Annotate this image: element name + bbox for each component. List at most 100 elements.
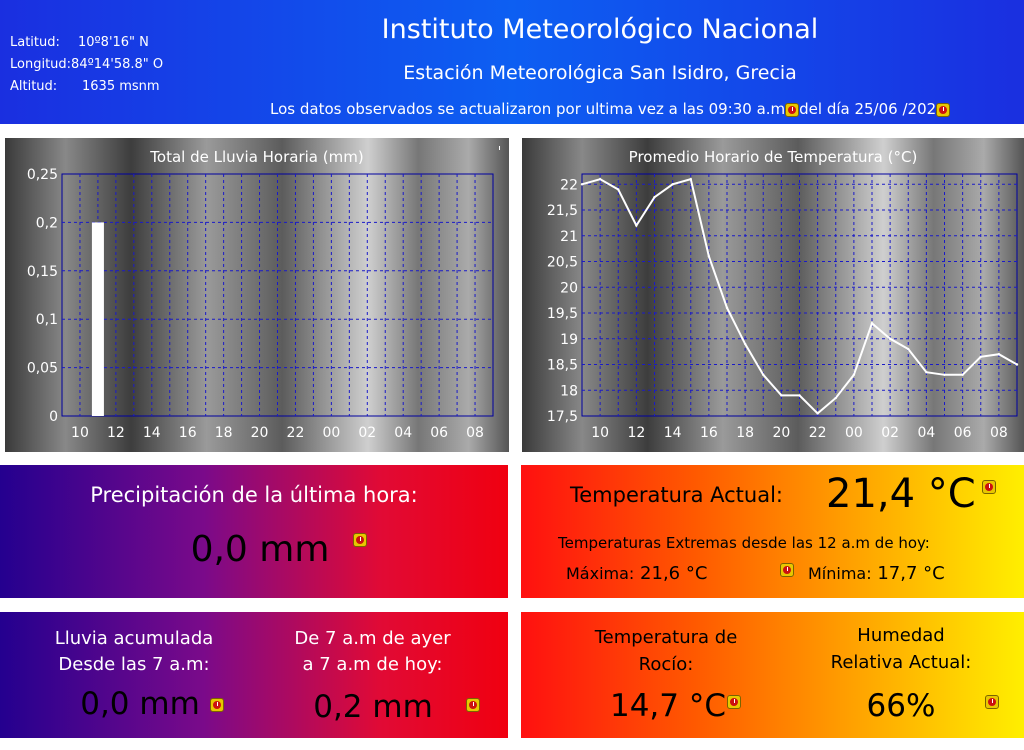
temperature-point	[997, 353, 1001, 356]
altitude-value: 1635 msnm	[82, 79, 160, 94]
temperature-point	[907, 347, 910, 351]
x-tick-label: 10	[71, 425, 89, 441]
min-temperature-label: Mínima:	[808, 564, 872, 583]
x-tick-label: 02	[358, 425, 376, 441]
x-tick-label: 12	[627, 425, 645, 441]
x-tick-label: 18	[736, 425, 754, 441]
x-tick-label: 20	[251, 425, 269, 441]
x-tick-label: 04	[917, 425, 935, 441]
rain-accumulated-label: Lluvia acumulada Desde las 7 a.m:	[14, 626, 254, 678]
temperature-point	[653, 195, 656, 199]
current-temperature-label: Temperatura Actual:	[570, 483, 783, 507]
temperature-point	[617, 188, 620, 191]
x-tick-label: 08	[990, 425, 1008, 441]
temperature-point	[689, 177, 692, 181]
dew-point-label-line1: Temperatura de	[594, 627, 738, 648]
current-temperature-tile: Temperatura Actual: 21,4 °C Temperaturas…	[521, 465, 1024, 598]
x-tick-label: 00	[845, 425, 863, 441]
rain-accumulated-label-line1: Lluvia acumulada	[54, 628, 214, 649]
x-tick-label: 14	[664, 425, 682, 441]
warning-icon[interactable]	[353, 532, 367, 547]
warning-icon[interactable]	[982, 479, 996, 494]
y-tick-label: 22	[560, 177, 578, 193]
update-notice: Los datos observados se actualizaron por…	[270, 100, 951, 118]
longitude-label: Longitud:	[10, 57, 72, 72]
x-tick-label: 22	[287, 425, 305, 441]
latitude-label: Latitud:	[10, 35, 60, 50]
x-tick-label: 04	[394, 425, 412, 441]
x-tick-label: 02	[881, 425, 899, 441]
y-tick-label: 0	[49, 409, 58, 425]
warning-icon[interactable]	[210, 697, 224, 712]
temperature-point	[888, 337, 892, 340]
x-tick-label: 18	[215, 425, 233, 441]
y-tick-label: 20,5	[547, 255, 578, 271]
rain-accumulated-tile: Lluvia acumulada Desde las 7 a.m: 0,0 mm…	[0, 612, 508, 738]
temperature-point	[707, 255, 711, 258]
longitude-value: 84º14'58.8" O	[71, 57, 164, 72]
rain-24h-label: De 7 a.m de ayer a 7 a.m de hoy:	[255, 626, 490, 678]
temperature-point	[816, 412, 819, 415]
temperature-point	[671, 183, 674, 186]
max-temperature-value: 21,6 °C	[640, 563, 708, 584]
warning-icon[interactable]	[466, 697, 481, 712]
x-tick-label: 16	[179, 425, 197, 441]
x-tick-label: 00	[322, 425, 340, 441]
temperature-point	[743, 342, 747, 346]
y-tick-label: 19	[560, 332, 578, 348]
dew-humidity-tile: Temperatura de Rocío: 14,7 °C Humedad Re…	[521, 612, 1024, 738]
y-tick-label: 0,2	[36, 215, 58, 231]
temperature-point	[598, 177, 602, 181]
precip-last-hour-tile: Precipitación de la última hora: 0,0 mm	[0, 465, 508, 598]
dew-point-label: Temperatura de Rocío:	[561, 624, 771, 678]
dew-point-value: 14,7 °C	[609, 688, 727, 724]
temperature-point	[943, 373, 946, 377]
rain-chart: 0 0,05 0,1 0,15 0,2 0,25 10 12 14 16 18 20 22 00 02 04 0…	[27, 167, 494, 441]
update-mid: del día 25/06 /202	[799, 100, 937, 118]
y-tick-label: 0,1	[36, 312, 58, 328]
y-tick-label: 21,5	[547, 203, 578, 219]
temperature-point	[925, 371, 928, 374]
rain-24h-label-line2: a 7 a.m de hoy:	[302, 654, 443, 675]
temperature-point	[979, 355, 982, 358]
y-tick-label: 0,25	[27, 167, 58, 183]
warning-icon[interactable]	[727, 694, 741, 709]
rain-accumulated-value: 0,0 mm	[80, 686, 200, 722]
temperature-point	[780, 394, 783, 397]
temp-chart-title: Promedio Horario de Temperatura (°C)	[628, 148, 918, 166]
min-temperature-value: 17,7 °C	[877, 563, 945, 584]
rain-24h-label-line1: De 7 a.m de ayer	[294, 628, 451, 649]
y-tick-label: 19,5	[547, 306, 578, 322]
x-tick-label: 06	[954, 425, 972, 441]
humidity-label-line1: Humedad	[857, 625, 945, 646]
temperature-point	[852, 373, 856, 377]
x-tick-label: 14	[143, 425, 161, 441]
y-tick-label: 0,15	[27, 264, 58, 280]
update-prefix: Los datos observados se actualizaron por…	[270, 100, 786, 118]
min-temperature: Mínima: 17,7 °C	[808, 563, 945, 584]
y-tick-label: 21	[560, 229, 578, 245]
y-tick-label: 18	[560, 383, 578, 399]
warning-icon[interactable]	[785, 102, 800, 117]
temperature-chart: 17,5 18 18,5 19 19,5 20 20,5 21 21,5 22 10 12 14 16 18…	[547, 173, 1019, 441]
max-temperature: Máxima: 21,6 °C	[566, 563, 707, 584]
temperature-point	[834, 396, 837, 400]
x-tick-label: 06	[430, 425, 448, 441]
humidity-label-line2: Relativa Actual:	[830, 652, 972, 673]
warning-icon[interactable]	[780, 562, 795, 577]
temperature-point	[870, 322, 874, 325]
warning-icon[interactable]	[936, 102, 951, 117]
header-banner: Latitud: 10º8'16" N Longitud:84º14'58.8" …	[0, 0, 1024, 124]
y-tick-label: 20	[560, 280, 578, 296]
humidity-label: Humedad Relativa Actual:	[811, 622, 991, 676]
y-tick-label: 18,5	[547, 358, 578, 374]
station-name: Estación Meteorológica San Isidro, Greci…	[403, 62, 797, 84]
temperature-point	[961, 373, 964, 377]
rain-24h-value: 0,2 mm	[313, 689, 433, 725]
warning-icon[interactable]	[985, 694, 1000, 709]
station-coordinates: Latitud: 10º8'16" N Longitud:84º14'58.8" …	[10, 32, 163, 98]
temperature-extremes-label: Temperaturas Extremas desde las 12 a.m d…	[558, 534, 930, 552]
x-tick-label: 22	[809, 425, 827, 441]
temperature-point	[580, 183, 584, 186]
rain-chart-panel: Total de Lluvia Horaria (mm) 0 0,05 0,1 0,1…	[5, 138, 509, 452]
